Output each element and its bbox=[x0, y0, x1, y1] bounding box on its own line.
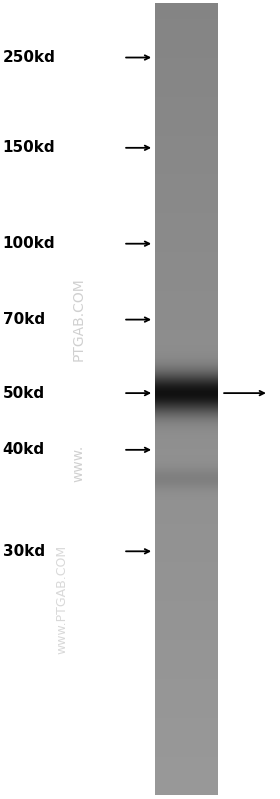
Text: 50kd: 50kd bbox=[3, 386, 45, 400]
Text: PTGAB.COM: PTGAB.COM bbox=[71, 278, 85, 361]
Text: www.PTGAB.COM: www.PTGAB.COM bbox=[55, 545, 68, 654]
Text: 250kd: 250kd bbox=[3, 50, 56, 65]
Text: www.: www. bbox=[71, 445, 85, 482]
Text: 100kd: 100kd bbox=[3, 237, 55, 251]
Text: 70kd: 70kd bbox=[3, 312, 45, 327]
Text: 40kd: 40kd bbox=[3, 443, 45, 457]
Text: 150kd: 150kd bbox=[3, 141, 55, 155]
Text: 30kd: 30kd bbox=[3, 544, 45, 559]
